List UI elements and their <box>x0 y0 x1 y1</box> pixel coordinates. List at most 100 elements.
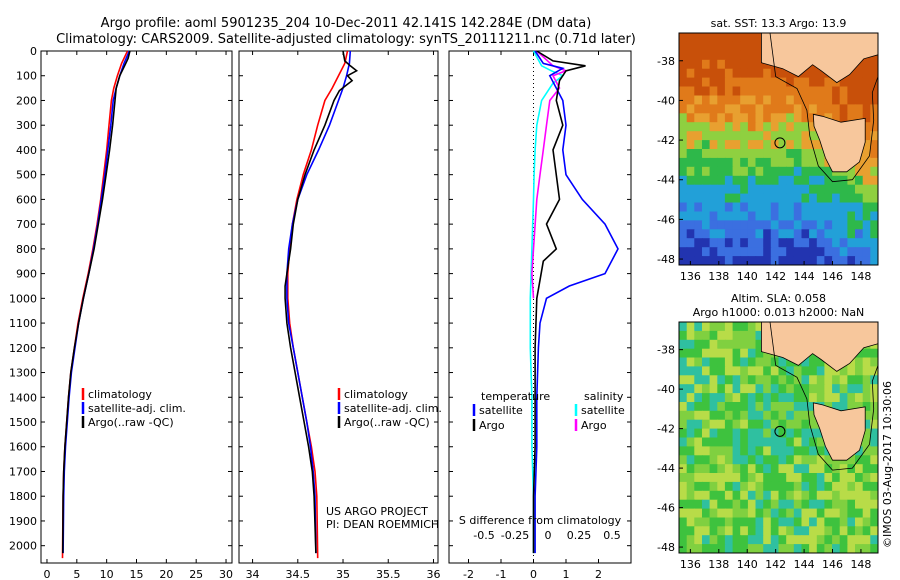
x-tick-label: 34.5 <box>286 568 311 580</box>
y-tick-label: 1400 <box>9 391 37 404</box>
y-tick-label: 1000 <box>9 292 37 305</box>
y-tick-label: -48 <box>657 541 675 554</box>
legend-label: Argo <box>581 419 607 432</box>
x-tick-label: 35.5 <box>376 568 401 580</box>
series-line <box>529 50 565 554</box>
y-tick-label: -46 <box>657 502 675 515</box>
isobath <box>769 33 878 183</box>
x2-axis-label: S difference from climatology <box>459 514 622 527</box>
pi-label: PI: DEAN ROEMMICH <box>326 518 439 531</box>
x-tick-label: 0 <box>43 568 50 580</box>
y-tick-label: 300 <box>16 119 37 132</box>
x-tick-label: 10 <box>100 568 114 580</box>
y-tick-label: 100 <box>16 70 37 83</box>
y-tick-label: 1900 <box>9 515 37 528</box>
y-tick-label: -42 <box>657 134 675 147</box>
x-tick-label: 20 <box>159 568 173 580</box>
x2-tick-label: 0.25 <box>567 529 592 542</box>
legend-label: Argo(..raw -QC) <box>88 416 174 429</box>
y-tick-label: 400 <box>16 144 37 157</box>
y-tick-label: 500 <box>16 169 37 182</box>
isobath <box>769 322 878 471</box>
x-tick-label: 2 <box>595 568 602 580</box>
x-tick-label: 142 <box>765 558 786 571</box>
mainland <box>679 33 878 84</box>
figure-title-line1: Argo profile: aoml 5901235_204 10-Dec-20… <box>101 16 592 31</box>
y-tick-label: 1200 <box>9 342 37 355</box>
difference-panel: -2-1012T difference from climatologytemp… <box>448 50 632 580</box>
x-tick-label: 25 <box>189 568 203 580</box>
x-tick-label: -1 <box>496 568 507 580</box>
x-tick-label: 136 <box>680 558 701 571</box>
y-tick-label: 1600 <box>9 441 37 454</box>
legend-label: Argo(..raw -QC) <box>344 416 430 429</box>
y-tick-label: 0 <box>30 45 37 58</box>
series-line <box>534 50 619 554</box>
legend-title: salinity <box>584 390 624 403</box>
salinity-panel: 3434.53535.536salinityclimatologysatelli… <box>238 50 442 580</box>
x-tick-label: 34 <box>246 568 260 580</box>
y-tick-label: 1800 <box>9 490 37 503</box>
legend-label: climatology <box>88 388 152 401</box>
x-tick-label: 148 <box>850 270 871 283</box>
series-line <box>532 50 586 554</box>
y-tick-label: -38 <box>657 55 675 68</box>
legend-label: satellite-adj. clim. <box>88 402 186 415</box>
y-tick-label: 1500 <box>9 416 37 429</box>
plot-frame <box>448 50 632 564</box>
y-tick-label: -44 <box>657 174 675 187</box>
legend-label: satellite-adj. clim. <box>344 402 442 415</box>
y-tick-label: 1100 <box>9 317 37 330</box>
y-tick-label: -40 <box>657 94 675 107</box>
x2-tick-label: 0 <box>545 529 552 542</box>
y-tick-label: 700 <box>16 218 37 231</box>
imos-stamp: ©IMOS 03-Aug-2017 10:30:06 <box>881 381 894 548</box>
legend-title: temperature <box>481 390 550 403</box>
x-tick-label: 144 <box>794 270 815 283</box>
series-line <box>62 50 131 554</box>
y-tick-label: -42 <box>657 423 675 436</box>
series-line <box>284 50 359 554</box>
y-tick-label: -46 <box>657 213 675 226</box>
x-tick-label: 1 <box>563 568 570 580</box>
temperature-panel: 0 5 10 15 20 25 300100200300400500600700800900… <box>9 45 233 580</box>
x-tick-label: 138 <box>708 558 729 571</box>
y-tick-label: -44 <box>657 462 675 475</box>
x-tick-label: 146 <box>822 558 843 571</box>
x-tick-label: 140 <box>737 558 758 571</box>
map-field <box>679 33 878 265</box>
series-line <box>286 50 352 554</box>
x-tick-label: 15 <box>130 568 144 580</box>
legend-label: satellite <box>479 404 523 417</box>
y-tick-label: 600 <box>16 193 37 206</box>
x-tick-label: 144 <box>794 558 815 571</box>
plot-frame <box>40 50 233 564</box>
x-tick-label: 146 <box>822 270 843 283</box>
argo-marker <box>774 425 786 437</box>
x2-tick-label: -0.5 <box>473 529 494 542</box>
project-label: US ARGO PROJECT <box>326 505 428 518</box>
sla-map: 136 138 140 142 144 146 148 -38 -40 -42 -44 -46 -48 A… <box>657 292 879 571</box>
y-tick-label: 1700 <box>9 465 37 478</box>
map-frame <box>678 32 879 266</box>
y-tick-label: 200 <box>16 94 37 107</box>
legend-label: Argo <box>479 419 505 432</box>
map-title: sat. SST: 13.3 Argo: 13.9 <box>711 17 847 30</box>
tasmania <box>812 113 866 173</box>
legend-label: climatology <box>344 388 408 401</box>
map-field <box>679 322 878 553</box>
x-tick-label: -2 <box>463 568 474 580</box>
y-tick-label: 2000 <box>9 540 37 553</box>
x-tick-label: 36 <box>426 568 440 580</box>
y-tick-label: 1300 <box>9 367 37 380</box>
legend-label: satellite <box>581 404 625 417</box>
x-tick-label: 148 <box>850 558 871 571</box>
y-tick-label: -40 <box>657 383 675 396</box>
figure-title-line2: Climatology: CARS2009. Satellite-adjuste… <box>56 32 636 47</box>
map-frame <box>678 321 879 554</box>
y-tick-label: 800 <box>16 243 37 256</box>
x2-tick-label: -0.25 <box>501 529 529 542</box>
y-tick-label: -38 <box>657 344 675 357</box>
x-tick-label: 0 <box>530 568 537 580</box>
